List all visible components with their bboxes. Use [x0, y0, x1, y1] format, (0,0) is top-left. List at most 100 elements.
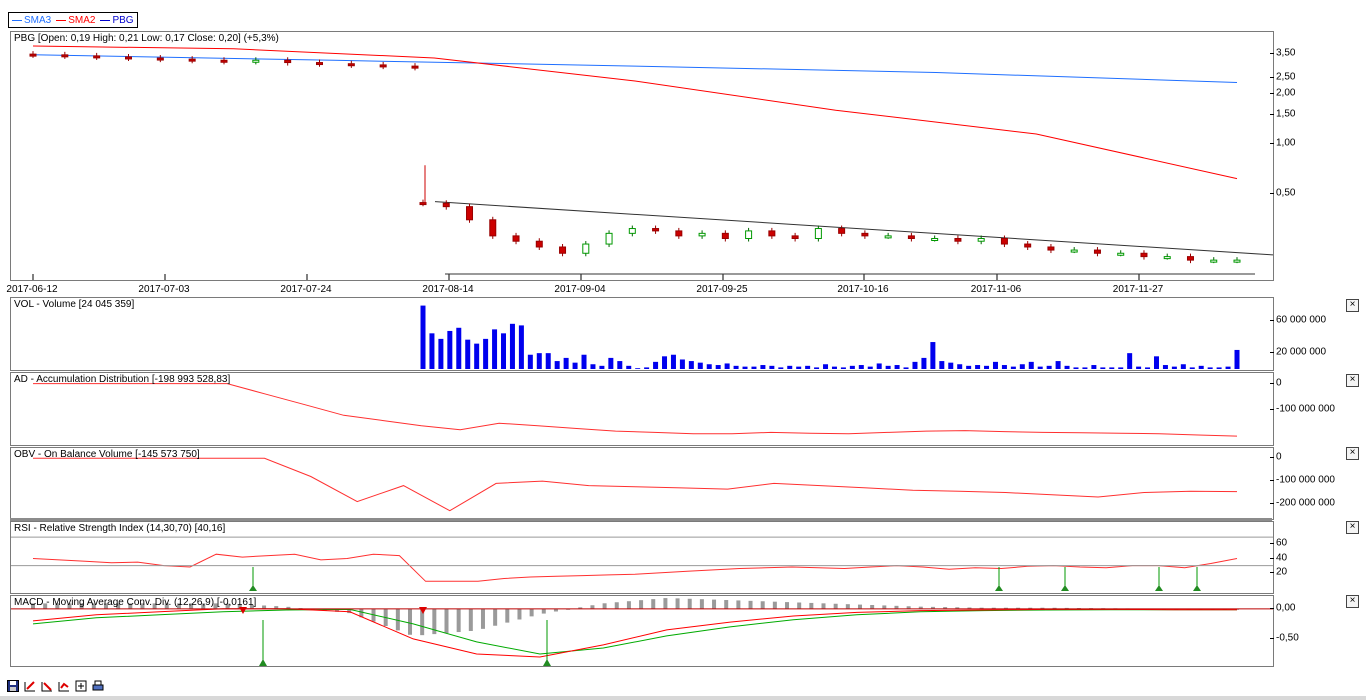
- macd-histogram-bar: [189, 603, 194, 609]
- volume-bar: [653, 361, 659, 369]
- macd-histogram-bar: [979, 607, 984, 609]
- volume-bar: [662, 356, 668, 369]
- price-y-tick: 2,00: [1276, 87, 1296, 99]
- fit-icon[interactable]: [74, 679, 88, 693]
- x-tick-label: 2017-06-12: [6, 284, 58, 295]
- x-tick-label: 2017-09-04: [554, 284, 606, 295]
- volume-bar: [939, 361, 945, 369]
- volume-bar: [697, 362, 703, 369]
- ad-pane[interactable]: AD - Accumulation Distribution [-198 993…: [10, 372, 1274, 446]
- price-y-tick-mark: [1270, 114, 1274, 115]
- macd-histogram-bar: [67, 603, 72, 609]
- pane-separator[interactable]: [10, 518, 1272, 521]
- volume-y-tick-mark: [1270, 352, 1274, 353]
- volume-bar: [1127, 353, 1133, 369]
- volume-bar: [1100, 367, 1106, 369]
- volume-pane[interactable]: VOL - Volume [24 045 359]: [10, 297, 1274, 371]
- macd-histogram-bar: [517, 608, 522, 620]
- zoom-out-icon[interactable]: [40, 679, 54, 693]
- volume-bar: [1136, 366, 1142, 369]
- macd-histogram-bar: [857, 604, 862, 609]
- volume-bar: [465, 339, 471, 369]
- price-y-tick-mark: [1270, 193, 1274, 194]
- macd-histogram-bar: [432, 608, 437, 635]
- macd-histogram-bar: [420, 608, 425, 636]
- macd-histogram-bar: [286, 606, 291, 609]
- candle-body: [838, 228, 846, 234]
- volume-bar: [876, 363, 882, 369]
- volume-bar: [545, 353, 551, 369]
- volume-bar: [501, 333, 507, 369]
- obv-pane[interactable]: OBV - On Balance Volume [-145 573 750]: [10, 447, 1274, 520]
- candle-body: [316, 62, 323, 66]
- macd-pane[interactable]: MACD - Moving Average Conv. Div. (12,26,…: [10, 595, 1274, 667]
- volume-bar: [992, 361, 998, 369]
- legend-sma2[interactable]: SMA2: [56, 15, 95, 26]
- volume-bar: [1198, 365, 1204, 369]
- rsi-pane-title: RSI - Relative Strength Index (14,30,70)…: [14, 523, 226, 534]
- candle-body: [977, 237, 985, 242]
- volume-bar: [456, 327, 462, 369]
- ad-close-button[interactable]: ×: [1346, 374, 1359, 387]
- volume-close-button[interactable]: ×: [1346, 299, 1359, 312]
- volume-bar: [635, 368, 641, 369]
- volume-bar: [706, 364, 712, 369]
- volume-bar: [536, 353, 542, 369]
- print-icon[interactable]: [91, 679, 105, 693]
- rsi-pane[interactable]: RSI - Relative Strength Index (14,30,70)…: [10, 521, 1274, 594]
- candle-body: [768, 230, 776, 237]
- candle-body: [814, 228, 822, 239]
- zoom-in-icon[interactable]: [23, 679, 37, 693]
- price-pane[interactable]: PBG [Open: 0,19 High: 0,21 Low: 0,17 Clo…: [10, 31, 1274, 281]
- macd-histogram-bar: [335, 608, 340, 612]
- status-bar: [0, 696, 1366, 700]
- legend-pbg[interactable]: PBG: [100, 15, 134, 26]
- candle-body: [1186, 256, 1194, 261]
- volume-y-tick: 60 000 000: [1276, 314, 1327, 326]
- macd-histogram-bar: [590, 605, 595, 609]
- macd-sell-marker: [239, 607, 247, 614]
- price-y-tick: 3,50: [1276, 47, 1296, 59]
- rsi-buy-marker: [1193, 585, 1201, 591]
- save-icon[interactable]: [6, 679, 20, 693]
- macd-sell-marker: [419, 607, 427, 614]
- macd-histogram-bar: [760, 601, 765, 609]
- x-tick-label: 2017-07-03: [138, 284, 190, 295]
- candle-body: [791, 235, 799, 239]
- macd-histogram-bar: [894, 605, 899, 609]
- volume-bar: [1064, 365, 1070, 369]
- grid-icon[interactable]: [57, 679, 71, 693]
- macd-histogram-bar: [347, 608, 352, 614]
- legend-sma3[interactable]: SMA3: [12, 15, 51, 26]
- volume-bar: [805, 365, 811, 369]
- volume-bar: [429, 333, 435, 369]
- volume-bar: [742, 366, 748, 369]
- macd-histogram-bar: [79, 603, 84, 609]
- macd-histogram-bar: [578, 607, 583, 609]
- macd-y-tick: -0,50: [1276, 632, 1299, 644]
- rsi-y-tick: 40: [1276, 552, 1288, 564]
- rsi-line: [32, 553, 1238, 582]
- ad-y-tick: -100 000 000: [1276, 403, 1335, 415]
- ad-chart: [33, 383, 1238, 437]
- volume-bar: [438, 338, 444, 369]
- price-y-tick: 1,00: [1276, 137, 1296, 149]
- volume-bar: [787, 365, 793, 369]
- volume-bar: [420, 305, 426, 369]
- obv-close-button[interactable]: ×: [1346, 447, 1359, 460]
- candle-body: [252, 59, 260, 63]
- candle-body: [125, 56, 132, 60]
- rsi-close-button[interactable]: ×: [1346, 521, 1359, 534]
- macd-histogram-bar: [821, 603, 826, 609]
- candle-body: [559, 246, 567, 254]
- candle-body: [512, 235, 520, 242]
- macd-histogram-bar: [712, 599, 717, 609]
- macd-histogram-bar: [833, 603, 838, 609]
- macd-histogram-bar: [529, 608, 534, 617]
- volume-bar: [608, 357, 614, 369]
- rsi-buy-marker: [995, 585, 1003, 591]
- volume-bar: [572, 362, 578, 369]
- candle-body: [907, 235, 915, 239]
- volume-bar: [1216, 367, 1222, 369]
- macd-close-button[interactable]: ×: [1346, 595, 1359, 608]
